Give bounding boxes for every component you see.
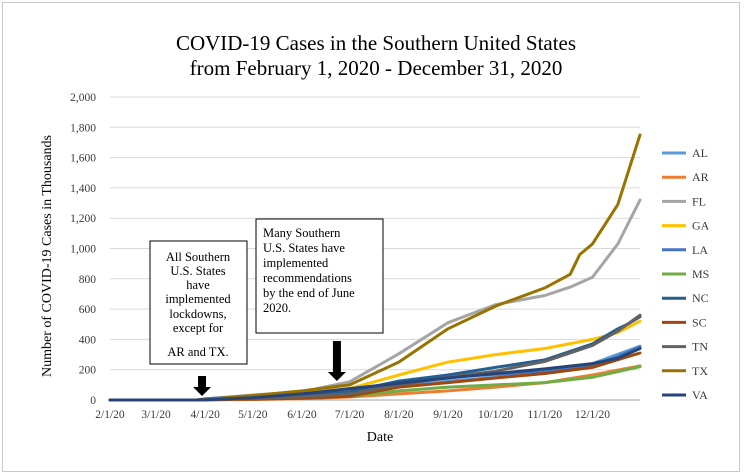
x-tick-label: 2/1/20 xyxy=(95,409,125,421)
y-tick-label: 800 xyxy=(79,274,97,286)
x-tick-label: 11/1/20 xyxy=(527,409,562,421)
legend-label-ar: AR xyxy=(692,170,709,184)
annotation-recommendations-line-5: by the end of June xyxy=(263,286,355,300)
legend-label-la: LA xyxy=(692,243,708,257)
annotation-recommendations: Many Southern U.S. States have implement… xyxy=(255,218,384,334)
y-tick-label: 1,800 xyxy=(70,122,96,134)
legend-label-ms: MS xyxy=(692,267,709,281)
series-lines xyxy=(108,133,642,402)
legend-label-fl: FL xyxy=(692,194,706,208)
annotation-recommendations-line-1: Many Southern xyxy=(263,226,341,240)
annotation-recommendations-line-2: U.S. States have xyxy=(263,241,345,255)
legend-label-sc: SC xyxy=(692,315,707,329)
legend-label-tx: TX xyxy=(692,364,708,378)
x-tick-label: 4/1/20 xyxy=(191,409,221,421)
y-tick-label: 2,000 xyxy=(70,92,96,104)
annotation-lockdowns-line-1: All Southern xyxy=(166,250,231,264)
y-tick-label: 600 xyxy=(79,304,97,316)
legend-label-tn: TN xyxy=(692,340,708,354)
x-tick-label: 10/1/20 xyxy=(478,409,513,421)
x-axis-title: Date xyxy=(367,430,393,445)
x-tick-label: 5/1/20 xyxy=(238,409,268,421)
annotation-lockdowns-line-2: U.S. States xyxy=(170,264,225,278)
y-tick-label: 1,000 xyxy=(70,244,96,256)
x-tick-label: 8/1/20 xyxy=(384,409,414,421)
x-tick-label: 6/1/20 xyxy=(287,409,317,421)
arrow-recommendations xyxy=(327,341,346,381)
annotation-lockdowns-line-6: except for xyxy=(173,321,224,335)
x-tick-label: 3/1/20 xyxy=(141,409,171,421)
x-tick-label: 9/1/20 xyxy=(433,409,463,421)
y-tick-label: 200 xyxy=(79,365,97,377)
x-tick-label: 12/1/20 xyxy=(575,409,610,421)
y-tick-label: 1,600 xyxy=(70,153,96,165)
legend-label-va: VA xyxy=(692,388,708,402)
arrow-lockdowns xyxy=(193,376,212,396)
y-axis-title: Number of COVID-19 Cases in Thousands xyxy=(40,135,55,377)
y-tick-label: 1,400 xyxy=(70,183,96,195)
legend-label-nc: NC xyxy=(692,291,709,305)
annotation-box-lockdowns xyxy=(149,240,248,365)
annotation-lockdowns-line-4: implemented xyxy=(165,292,231,306)
legend-label-ga: GA xyxy=(692,219,710,233)
annotation-recommendations-line-3: implemented xyxy=(263,256,329,270)
annotation-lockdowns-line-3: have xyxy=(186,278,210,292)
annotation-lockdowns-line-5: lockdowns, xyxy=(169,307,226,321)
annotation-box-recommendations xyxy=(255,218,384,334)
annotation-lockdowns: All Southern U.S. States have implemente… xyxy=(149,240,248,365)
y-tick-label: 0 xyxy=(90,395,96,407)
chart-title-line-1: COVID-19 Cases in the Southern United St… xyxy=(176,31,576,55)
y-tick-label: 1,200 xyxy=(70,213,96,225)
y-tick-label: 400 xyxy=(79,334,97,346)
series-line-va xyxy=(108,347,642,402)
x-tick-label: 7/1/20 xyxy=(335,409,365,421)
annotation-recommendations-line-6: 2020. xyxy=(263,301,291,315)
annotation-lockdowns-line-7: AR and TX. xyxy=(167,345,228,359)
y-axis-ticks: 0 200 400 600 800 1,000 1,200 1,400 1,600 1,800 2,… xyxy=(70,92,96,407)
chart-title-line-2: from February 1, 2020 - December 31, 202… xyxy=(190,56,563,80)
legend-label-al: AL xyxy=(692,146,708,160)
legend: AL AR FL GA LA MS NC SC TN TX VA xyxy=(662,146,710,402)
x-axis-ticks: 2/1/20 3/1/20 4/1/20 5/1/20 6/1/20 7/1/20 8/1/… xyxy=(95,409,610,421)
annotation-recommendations-line-4: recommendations xyxy=(263,271,352,285)
